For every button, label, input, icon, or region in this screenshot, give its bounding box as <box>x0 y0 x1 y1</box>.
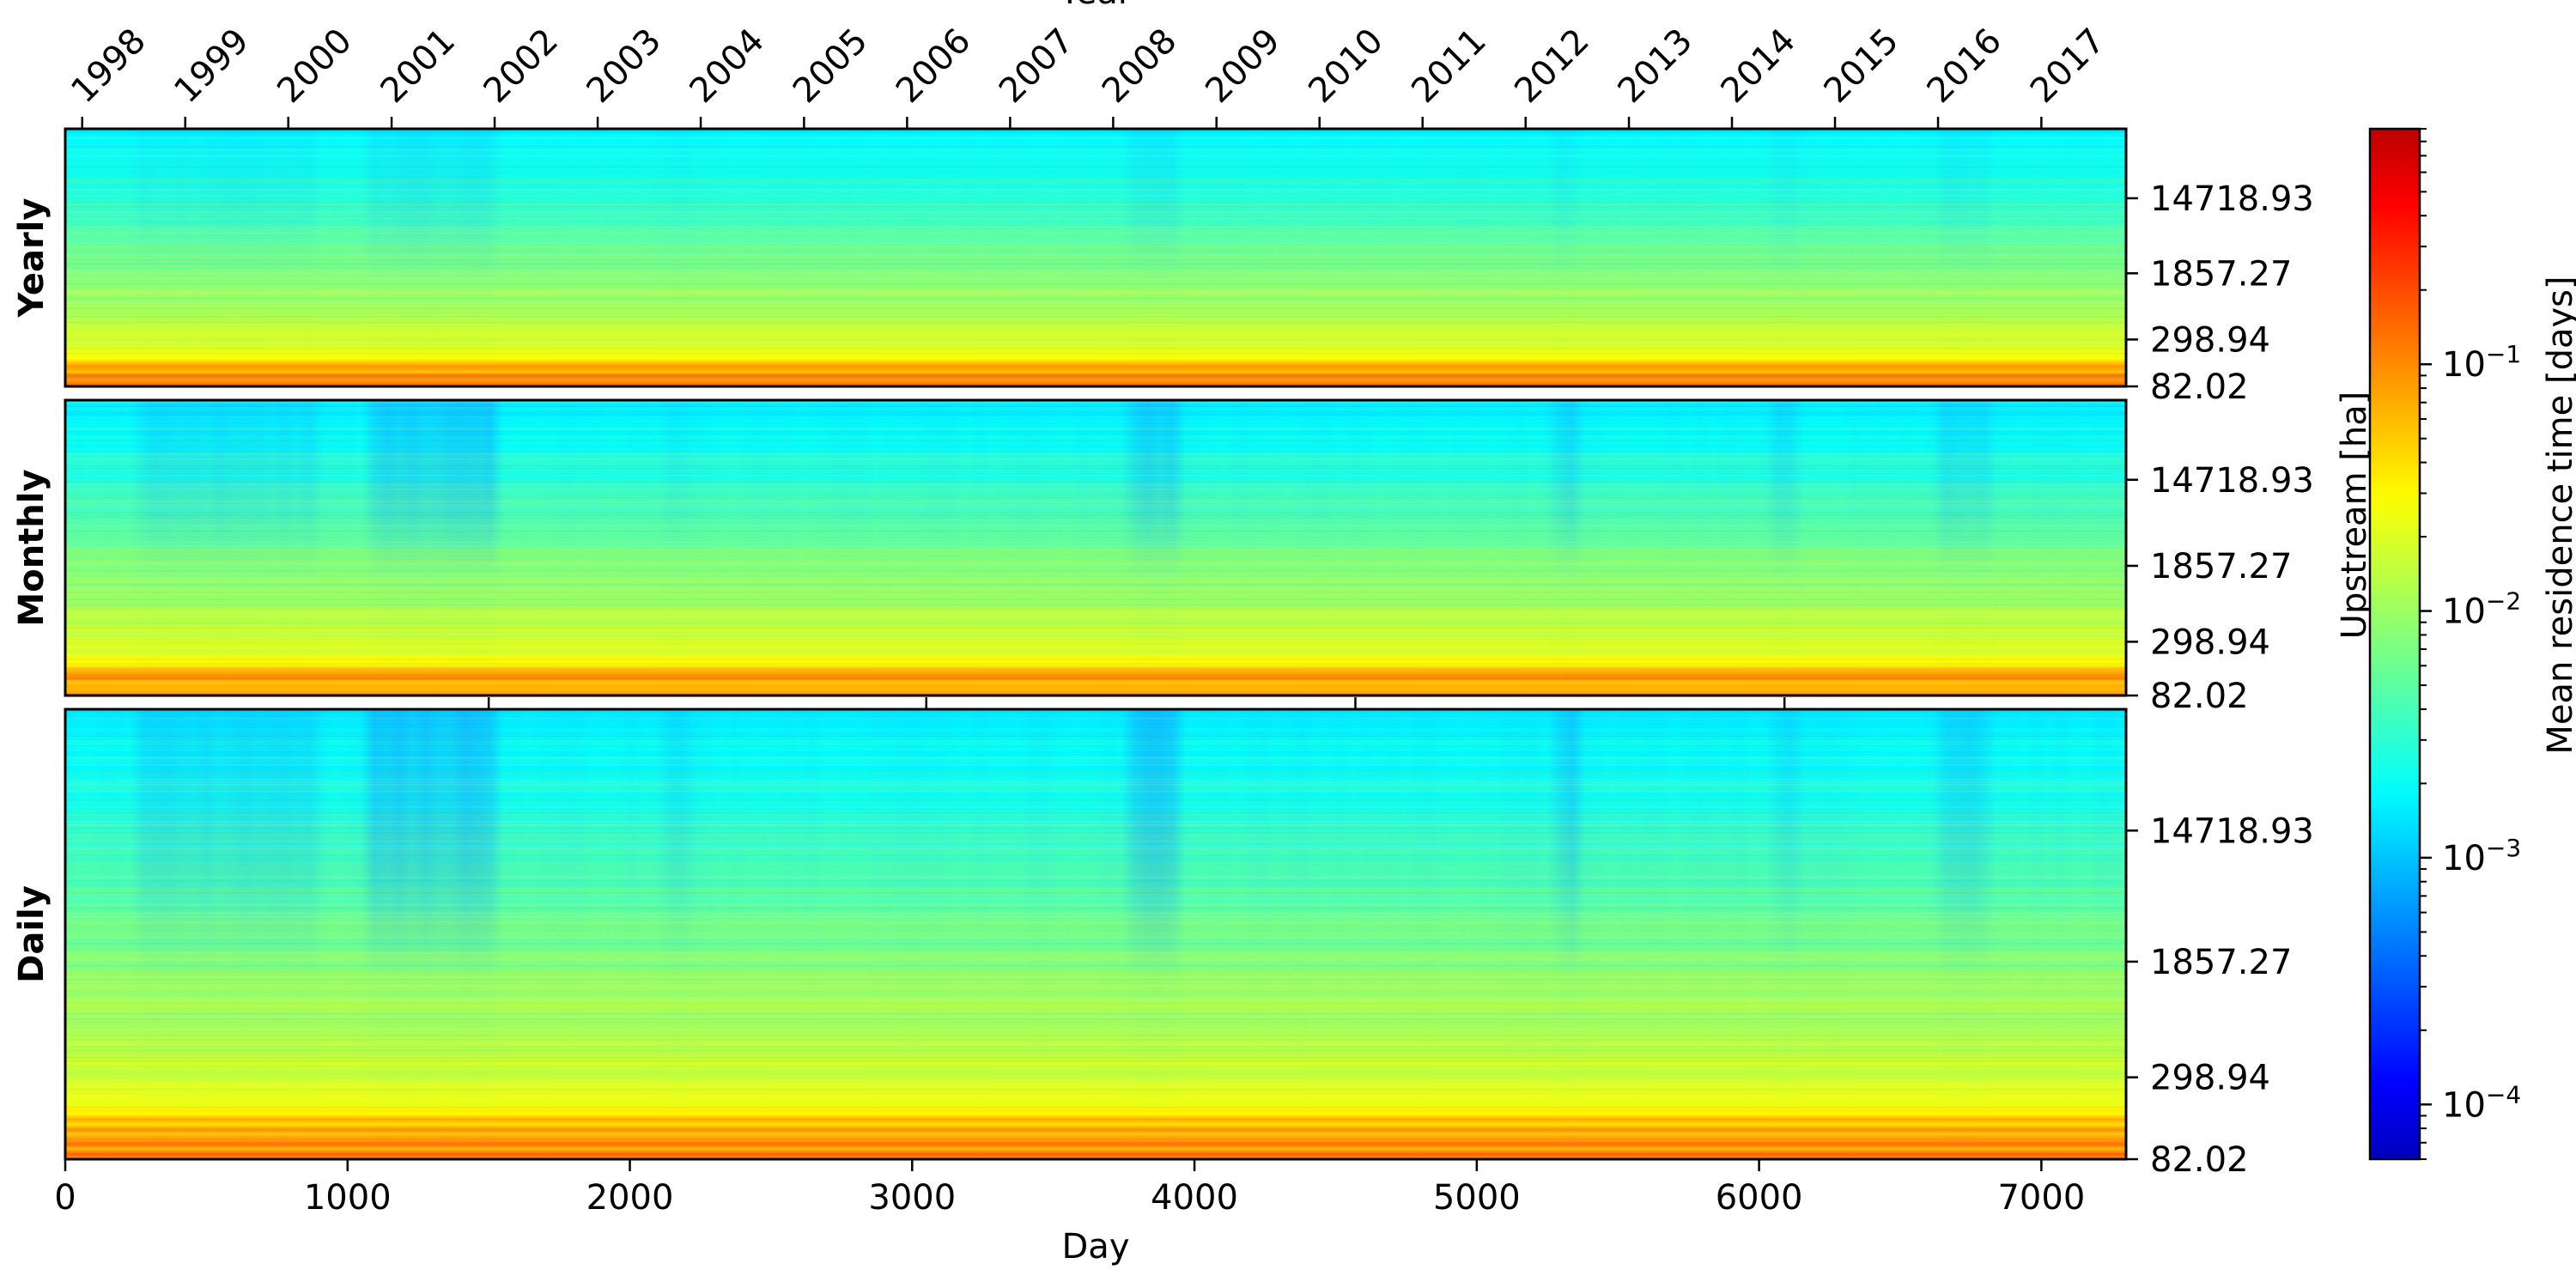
year-tick-label: 2015 <box>1817 21 1907 112</box>
x-tick-label: 4000 <box>1151 1178 1238 1218</box>
year-tick-label: 2013 <box>1611 21 1701 112</box>
x-tick-label: 7000 <box>1997 1178 2085 1218</box>
year-tick-label: 2012 <box>1507 21 1597 112</box>
panel-frame <box>64 398 2128 697</box>
x-tick-label: 6000 <box>1716 1178 1803 1218</box>
year-tick-label: 2001 <box>374 21 464 112</box>
top-axis-title: Year <box>1059 0 1133 12</box>
x-axis-title: Day <box>1062 1227 1130 1267</box>
year-tick-label: 2007 <box>992 21 1082 112</box>
x-tick-label: 0 <box>54 1178 76 1218</box>
year-tick-label: 2002 <box>477 21 567 112</box>
y-tick-label: 14718.93 <box>2150 179 2314 219</box>
y-tick-label: 1857.27 <box>2150 547 2292 586</box>
y-tick-label: 82.02 <box>2150 677 2249 716</box>
y-tick-label: 14718.93 <box>2150 461 2314 501</box>
year-tick-label: 2014 <box>1714 21 1804 112</box>
year-tick-label: 2008 <box>1095 21 1185 112</box>
heatmap-striations <box>65 131 2126 385</box>
year-tick-label: 1998 <box>64 21 154 112</box>
y-tick-label: 14718.93 <box>2150 811 2314 851</box>
y-tick-label: 82.02 <box>2150 1140 2249 1180</box>
y-tick-label: 82.02 <box>2150 368 2249 407</box>
x-tick-label: 1000 <box>304 1178 392 1218</box>
year-tick-label: 2011 <box>1404 21 1494 112</box>
colorbar-tick-label: 10−2 <box>2442 587 2521 632</box>
colorbar-title: Mean residence time [days] <box>2541 276 2576 754</box>
panel-frame <box>64 708 2128 1161</box>
year-tick-label: 2003 <box>580 21 670 112</box>
year-tick-label: 2005 <box>786 21 876 112</box>
y-tick-label: 1857.27 <box>2150 254 2292 294</box>
heatmap-striations <box>65 711 2126 1158</box>
colorbar-frame <box>2368 127 2421 1161</box>
heatmap-streaks <box>65 709 2126 1159</box>
y-tick-label: 298.94 <box>2150 1059 2270 1098</box>
year-tick-label: 1999 <box>167 21 257 112</box>
year-tick-label: 2006 <box>889 21 979 112</box>
x-tick-label: 5000 <box>1433 1178 1521 1218</box>
panel-title: Daily <box>12 885 52 983</box>
colorbar: 10−4 10−3 10−2 10−1 Mean residence time [da… <box>2368 127 2576 1161</box>
top-year-axis: Year 19981999200020012002200320042005200… <box>64 0 2112 129</box>
colorbar-tick-label: 10−1 <box>2442 340 2521 385</box>
colorbar-tick-label: 10−3 <box>2442 834 2521 878</box>
year-tick-label: 2016 <box>1920 21 2010 112</box>
heatmap-streaks <box>65 400 2126 696</box>
x-tick-label: 3000 <box>868 1178 956 1218</box>
colorbar-tick-label: 10−4 <box>2442 1080 2521 1125</box>
panel-title: Yearly <box>12 198 52 319</box>
y-tick-label: 298.94 <box>2150 623 2270 662</box>
heatmap-streaks <box>65 129 2126 386</box>
panel-monthly: Monthly 82.02 298.94 1857.27 14718.93 <box>12 398 2314 716</box>
year-tick-label: 2017 <box>2023 21 2113 112</box>
panel-yearly: Yearly 82.02 298.94 1857.27 14718.93 <box>12 127 2314 407</box>
x-axis: 0 1000 2000 3000 4000 5000 6000 7000 Day <box>54 1159 2085 1267</box>
x-tick-label: 2000 <box>586 1178 674 1218</box>
y-tick-label: 298.94 <box>2150 320 2270 360</box>
panel-daily: Daily 82.02 298.94 1857.27 14718.93 <box>12 708 2314 1180</box>
colorbar-gradient <box>2370 129 2420 1159</box>
year-tick-label: 2000 <box>270 21 360 112</box>
year-tick-label: 2009 <box>1198 21 1288 112</box>
heatmap-striations <box>65 402 2126 694</box>
year-tick-label: 2010 <box>1301 21 1391 112</box>
year-tick-label: 2004 <box>683 21 773 112</box>
panel-frame <box>64 127 2128 388</box>
panel-title: Monthly <box>12 469 52 626</box>
y-axis-title: Upstream [ha] <box>2335 392 2374 640</box>
y-tick-label: 1857.27 <box>2150 943 2292 982</box>
